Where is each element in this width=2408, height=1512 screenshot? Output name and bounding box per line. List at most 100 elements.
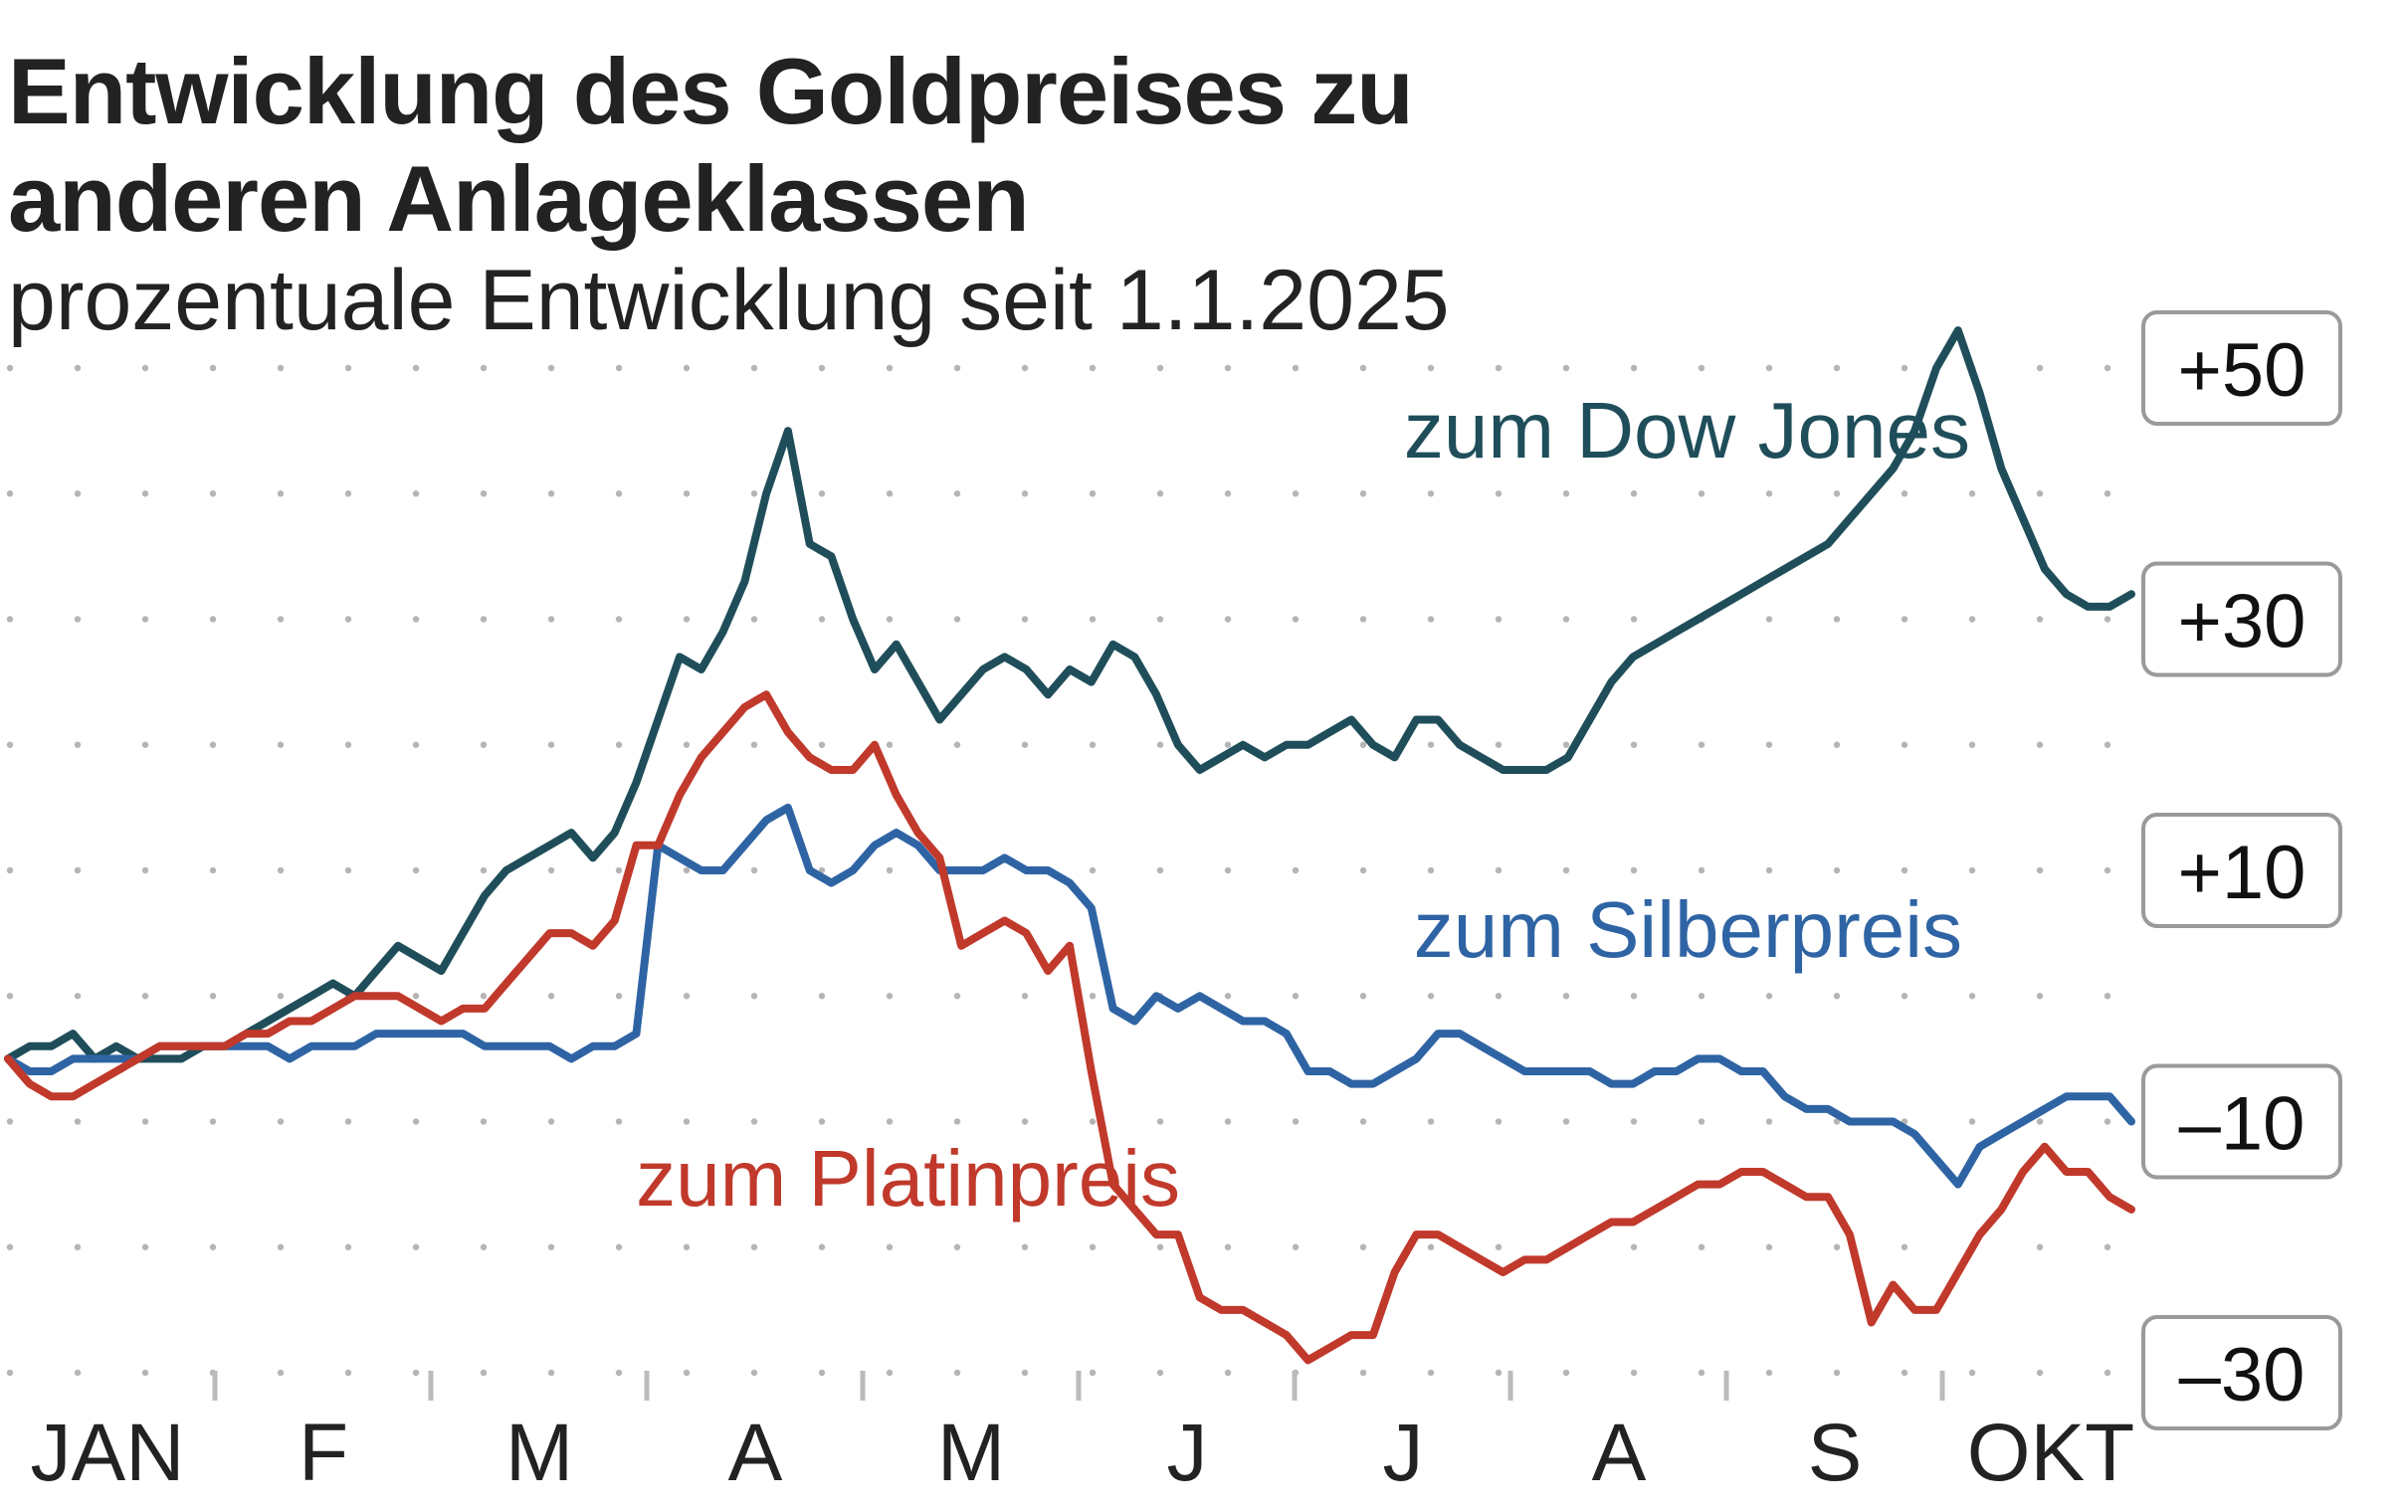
grid-dot (1089, 741, 1097, 748)
grid-dot (141, 741, 149, 748)
y-tick-label: +10 (2178, 831, 2307, 915)
grid-dot (1698, 1243, 1706, 1250)
grid-dot (412, 1118, 420, 1125)
grid-dot (1089, 490, 1097, 497)
grid-dot (1427, 866, 1435, 874)
grid-dot (547, 1243, 555, 1250)
grid-dot (1562, 866, 1570, 874)
grid-dot (1292, 1243, 1300, 1250)
grid-dot (1359, 1118, 1367, 1125)
grid-dot (1968, 1369, 1976, 1377)
grid-dot (750, 1243, 758, 1250)
grid-dot (2104, 364, 2111, 372)
grid-dot (1156, 616, 1164, 623)
grid-dot (480, 490, 488, 497)
grid-dot (818, 1369, 826, 1377)
grid-dot (480, 993, 488, 1000)
grid-dot (344, 616, 352, 623)
grid-dot (1562, 616, 1570, 623)
grid-dot (1156, 1369, 1164, 1377)
grid-dot (1224, 1118, 1232, 1125)
grid-dot (74, 741, 82, 748)
x-tick-label: M (937, 1408, 1005, 1498)
x-tick-label: J (1383, 1408, 1424, 1498)
grid-dot (547, 1118, 555, 1125)
grid-dot (480, 1369, 488, 1377)
grid-dot (1833, 741, 1841, 748)
grid-dot (547, 1369, 555, 1377)
grid-dot (412, 993, 420, 1000)
grid-dot (818, 616, 826, 623)
grid (6, 364, 2111, 1377)
grid-dot (74, 364, 82, 372)
grid-dot (141, 1369, 149, 1377)
grid-dot (1765, 364, 1773, 372)
grid-dot (683, 741, 691, 748)
grid-dot (1359, 364, 1367, 372)
grid-dot (1630, 490, 1638, 497)
grid-dot (750, 616, 758, 623)
grid-dot (277, 741, 285, 748)
grid-dot (344, 490, 352, 497)
grid-dot (412, 866, 420, 874)
grid-dot (1833, 1118, 1841, 1125)
grid-dot (1224, 866, 1232, 874)
grid-dot (750, 1369, 758, 1377)
grid-dot (886, 993, 894, 1000)
grid-dot (74, 993, 82, 1000)
y-tick-box (2141, 310, 2342, 426)
grid-dot (480, 866, 488, 874)
grid-dot (1968, 616, 1976, 623)
grid-dot (1359, 1243, 1367, 1250)
grid-dot (1630, 1369, 1638, 1377)
grid-dot (1562, 364, 1570, 372)
grid-dot (1698, 741, 1706, 748)
grid-dot (1156, 364, 1164, 372)
y-tick-label: +50 (2178, 328, 2307, 413)
grid-dot (1156, 1118, 1164, 1125)
grid-dot (953, 993, 961, 1000)
grid-dot (1698, 1369, 1706, 1377)
grid-dot (1224, 490, 1232, 497)
grid-dot (209, 1118, 217, 1125)
grid-dot (1765, 616, 1773, 623)
grid-dot (1901, 866, 1908, 874)
grid-dot (1765, 1118, 1773, 1125)
grid-dot (480, 1118, 488, 1125)
grid-dot (1833, 866, 1841, 874)
grid-dot (1427, 364, 1435, 372)
grid-dot (1495, 490, 1503, 497)
grid-dot (1833, 1369, 1841, 1377)
grid-dot (547, 866, 555, 874)
grid-dot (141, 490, 149, 497)
grid-dot (209, 993, 217, 1000)
grid-dot (2036, 1369, 2044, 1377)
grid-dot (480, 364, 488, 372)
grid-dot (6, 490, 14, 497)
grid-dot (886, 866, 894, 874)
grid-dot (277, 1243, 285, 1250)
grid-dot (1968, 1118, 1976, 1125)
grid-dot (1630, 866, 1638, 874)
grid-dot (344, 1118, 352, 1125)
grid-dot (683, 866, 691, 874)
grid-dot (683, 993, 691, 1000)
grid-dot (953, 490, 961, 497)
y-tick-box (2141, 561, 2342, 677)
grid-dot (277, 364, 285, 372)
grid-dot (750, 741, 758, 748)
grid-dot (1495, 1118, 1503, 1125)
grid-dot (1292, 866, 1300, 874)
grid-dot (2036, 866, 2044, 874)
grid-dot (6, 1118, 14, 1125)
grid-dot (1765, 993, 1773, 1000)
grid-dot (547, 993, 555, 1000)
grid-dot (277, 1369, 285, 1377)
grid-dot (1901, 616, 1908, 623)
grid-dot (2036, 616, 2044, 623)
grid-dot (277, 1118, 285, 1125)
y-tick-box (2141, 1315, 2342, 1430)
grid-dot (480, 616, 488, 623)
grid-dot (1427, 1243, 1435, 1250)
grid-dot (1224, 616, 1232, 623)
